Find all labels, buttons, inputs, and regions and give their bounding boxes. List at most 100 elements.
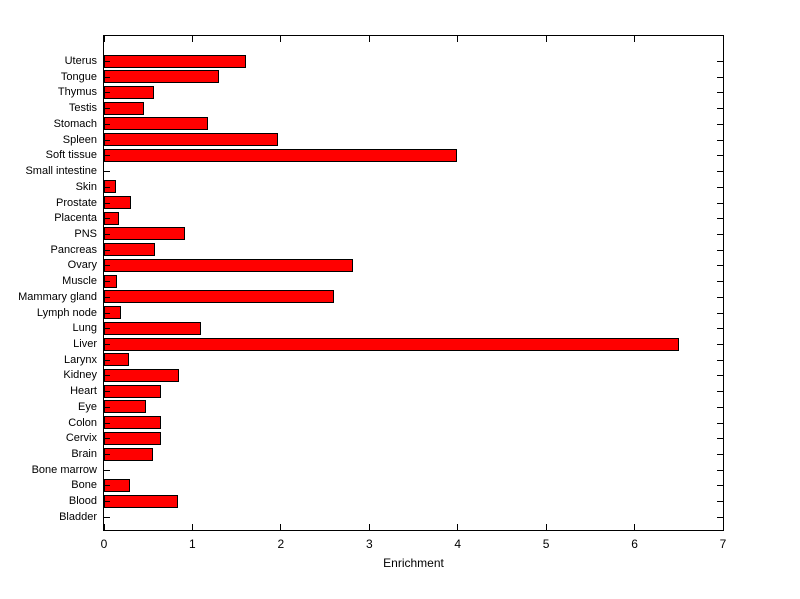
y-tick-left bbox=[104, 454, 110, 455]
category-label-brain: Brain bbox=[71, 448, 97, 460]
x-tick-label: 5 bbox=[542, 537, 550, 551]
y-tick-right bbox=[717, 76, 723, 78]
bar-brain bbox=[104, 447, 153, 461]
y-tick-right bbox=[717, 281, 723, 283]
plot-area bbox=[103, 35, 724, 531]
bar-soft-tissue bbox=[104, 148, 457, 162]
x-tick-label: 6 bbox=[631, 537, 638, 551]
category-label-liver: Liver bbox=[73, 338, 97, 350]
y-tick-left bbox=[104, 233, 110, 235]
bar-lung bbox=[104, 321, 202, 335]
y-tick-right bbox=[717, 296, 723, 298]
x-tick bbox=[280, 524, 282, 530]
y-tick-right bbox=[717, 422, 723, 424]
category-label-colon: Colon bbox=[68, 416, 97, 429]
category-label-prostate: Prostate bbox=[56, 196, 97, 209]
y-tick-left bbox=[104, 438, 110, 440]
bar-pns bbox=[104, 227, 185, 241]
bar-uterus bbox=[104, 54, 246, 68]
x-tick bbox=[545, 36, 547, 42]
y-tick-right bbox=[717, 108, 723, 110]
category-label-cervix: Cervix bbox=[65, 432, 97, 445]
y-tick-right bbox=[717, 454, 723, 455]
y-tick-left bbox=[104, 406, 110, 408]
x-axis-title: Enrichment bbox=[383, 556, 444, 570]
y-tick-left bbox=[104, 202, 110, 204]
y-tick-left bbox=[104, 422, 110, 424]
x-tick-label: 3 bbox=[365, 537, 373, 551]
bar-thymus bbox=[104, 85, 154, 99]
y-tick-left bbox=[104, 328, 110, 330]
bar-eye bbox=[104, 400, 147, 414]
category-label-small-intestine: Small intestine bbox=[25, 165, 97, 177]
category-label-thymus: Thymus bbox=[57, 86, 97, 99]
x-tick bbox=[634, 524, 636, 530]
y-tick-left bbox=[104, 516, 110, 518]
category-label-heart: Heart bbox=[70, 385, 97, 398]
category-label-bone: Bone bbox=[71, 479, 97, 492]
category-label-uterus: Uterus bbox=[64, 55, 97, 67]
y-tick-right bbox=[717, 249, 723, 251]
y-tick-right bbox=[717, 123, 723, 125]
x-tick bbox=[722, 524, 724, 530]
y-tick-right bbox=[717, 233, 723, 235]
y-tick-right bbox=[717, 218, 723, 220]
x-tick bbox=[545, 524, 547, 530]
bar-pancreas bbox=[104, 243, 156, 257]
bar-heart bbox=[104, 384, 161, 398]
x-tick bbox=[103, 36, 105, 42]
y-tick-right bbox=[717, 485, 723, 487]
y-tick-right bbox=[717, 139, 723, 141]
y-tick-right bbox=[717, 406, 723, 408]
category-label-soft-tissue: Soft tissue bbox=[45, 149, 97, 162]
y-tick-right bbox=[717, 61, 723, 62]
category-label-bladder: Bladder bbox=[59, 510, 97, 523]
y-tick-right bbox=[717, 501, 723, 503]
y-tick-left bbox=[104, 501, 110, 503]
y-tick-left bbox=[104, 265, 110, 267]
y-tick-right bbox=[717, 438, 723, 440]
y-tick-left bbox=[104, 171, 110, 172]
y-tick-right bbox=[717, 171, 723, 172]
bar-blood bbox=[104, 494, 179, 508]
category-label-pancreas: Pancreas bbox=[50, 243, 97, 256]
y-tick-left bbox=[104, 344, 110, 345]
category-label-muscle: Muscle bbox=[62, 275, 97, 288]
y-tick-left bbox=[104, 108, 110, 110]
y-tick-left bbox=[104, 296, 110, 298]
category-label-lymph-node: Lymph node bbox=[36, 306, 97, 319]
bar-colon bbox=[104, 416, 161, 430]
x-tick-label: 1 bbox=[189, 537, 196, 551]
x-tick bbox=[191, 524, 193, 530]
x-tick bbox=[103, 524, 105, 530]
y-tick-right bbox=[717, 155, 723, 157]
category-label-skin: Skin bbox=[75, 180, 97, 193]
y-tick-left bbox=[104, 186, 110, 188]
x-tick bbox=[280, 36, 282, 42]
y-tick-right bbox=[717, 375, 723, 377]
category-label-testis: Testis bbox=[68, 102, 97, 115]
category-label-spleen: Spleen bbox=[62, 133, 97, 146]
y-tick-right bbox=[717, 359, 723, 361]
y-tick-left bbox=[104, 249, 110, 251]
x-tick bbox=[368, 36, 370, 42]
category-label-ovary: Ovary bbox=[67, 259, 97, 272]
y-tick-right bbox=[717, 391, 723, 393]
bar-kidney bbox=[104, 368, 180, 382]
y-tick-left bbox=[104, 312, 110, 314]
x-tick bbox=[722, 36, 724, 42]
x-tick bbox=[457, 36, 459, 42]
x-tick-label: 0 bbox=[100, 537, 108, 551]
category-label-mammary-gland: Mammary gland bbox=[18, 290, 97, 303]
y-tick-left bbox=[104, 469, 110, 471]
x-tick-label: 7 bbox=[719, 537, 727, 551]
bar-stomach bbox=[104, 117, 208, 131]
bar-liver bbox=[104, 337, 679, 351]
category-label-blood: Blood bbox=[68, 495, 97, 508]
y-tick-left bbox=[104, 391, 110, 393]
y-tick-left bbox=[104, 61, 110, 62]
bar-spleen bbox=[104, 133, 279, 147]
category-label-kidney: Kidney bbox=[63, 369, 97, 382]
x-tick bbox=[191, 36, 193, 42]
